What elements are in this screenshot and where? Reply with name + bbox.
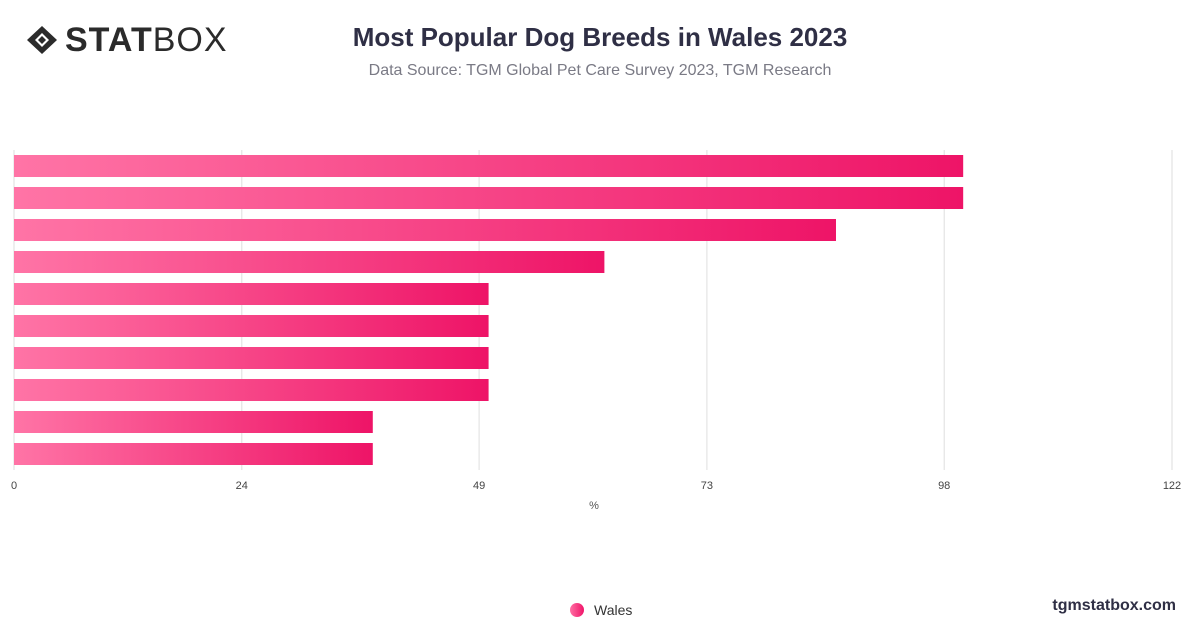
statbox-diamond-icon xyxy=(27,26,57,54)
statbox-logo[interactable]: STATBOX xyxy=(25,21,228,59)
logo-wordmark-thin: BOX xyxy=(152,21,228,59)
logo-wordmark: STATBOX xyxy=(65,21,228,59)
legend-swatch-wales xyxy=(570,603,584,617)
x-axis-label: % xyxy=(589,500,599,512)
bar-wales[interactable] xyxy=(14,283,489,305)
bar-wales[interactable] xyxy=(14,347,489,369)
x-tick-label: 49 xyxy=(473,480,485,492)
chart-title: Most Popular Dog Breeds in Wales 2023 xyxy=(352,22,848,52)
bar-wales[interactable] xyxy=(14,315,489,337)
x-tick-label: 98 xyxy=(938,480,950,492)
bars xyxy=(14,155,964,465)
chart-subtitle: Data Source: TGM Global Pet Care Survey … xyxy=(368,62,832,79)
bar-wales[interactable] xyxy=(14,379,489,401)
bar-wales[interactable] xyxy=(14,411,373,433)
bar-wales[interactable] xyxy=(14,219,836,241)
x-axis-ticks: 0 24 49 73 98 122 xyxy=(11,480,1181,492)
x-tick-label: 122 xyxy=(1163,480,1181,492)
legend-label-wales: Wales xyxy=(594,602,633,618)
site-url[interactable]: tgmstatbox.com xyxy=(1052,597,1176,614)
chart-legend[interactable]: Wales xyxy=(570,602,632,618)
x-tick-label: 73 xyxy=(701,480,713,492)
bar-wales[interactable] xyxy=(14,187,964,209)
bar-wales[interactable] xyxy=(14,251,605,273)
x-tick-label: 24 xyxy=(236,480,248,492)
bar-wales[interactable] xyxy=(14,155,964,177)
x-tick-label: 0 xyxy=(11,480,17,492)
bar-wales[interactable] xyxy=(14,443,373,465)
logo-wordmark-bold: STAT xyxy=(65,21,153,59)
